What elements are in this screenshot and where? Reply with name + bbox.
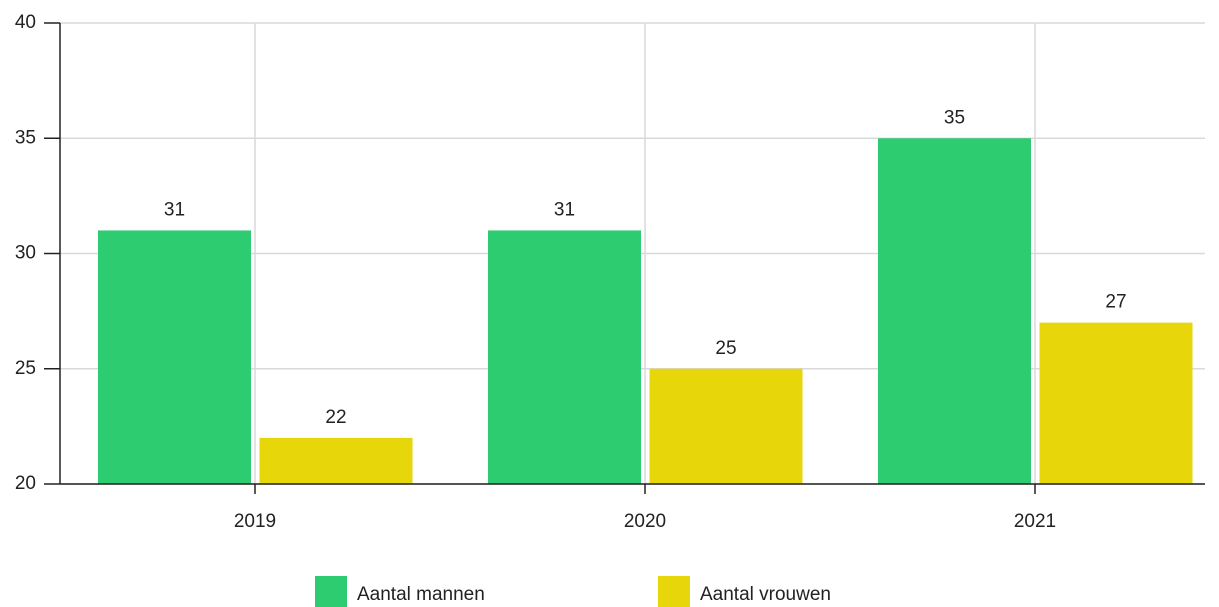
bar	[1039, 322, 1193, 484]
value-label: 35	[944, 107, 965, 128]
value-label: 31	[554, 199, 575, 220]
legend-label: Aantal vrouwen	[700, 584, 831, 605]
value-label: 31	[164, 199, 185, 220]
y-tick-label: 40	[15, 12, 36, 33]
bar	[649, 368, 803, 484]
y-tick-label: 25	[15, 358, 36, 379]
y-tick-label: 20	[15, 473, 36, 494]
x-tick-label: 2021	[1014, 511, 1056, 532]
x-tick-label: 2019	[234, 511, 276, 532]
bar	[488, 230, 641, 484]
bar	[878, 138, 1031, 484]
y-tick-label: 30	[15, 243, 36, 264]
legend-swatch	[658, 576, 690, 607]
legend-swatch	[315, 576, 347, 607]
x-tick-label: 2020	[624, 511, 666, 532]
value-label: 25	[715, 338, 736, 359]
legend-label: Aantal mannen	[357, 584, 485, 605]
value-label: 27	[1105, 292, 1126, 313]
bar	[259, 437, 413, 484]
bar	[98, 230, 251, 484]
value-label: 22	[325, 407, 346, 428]
y-tick-label: 35	[15, 127, 36, 148]
